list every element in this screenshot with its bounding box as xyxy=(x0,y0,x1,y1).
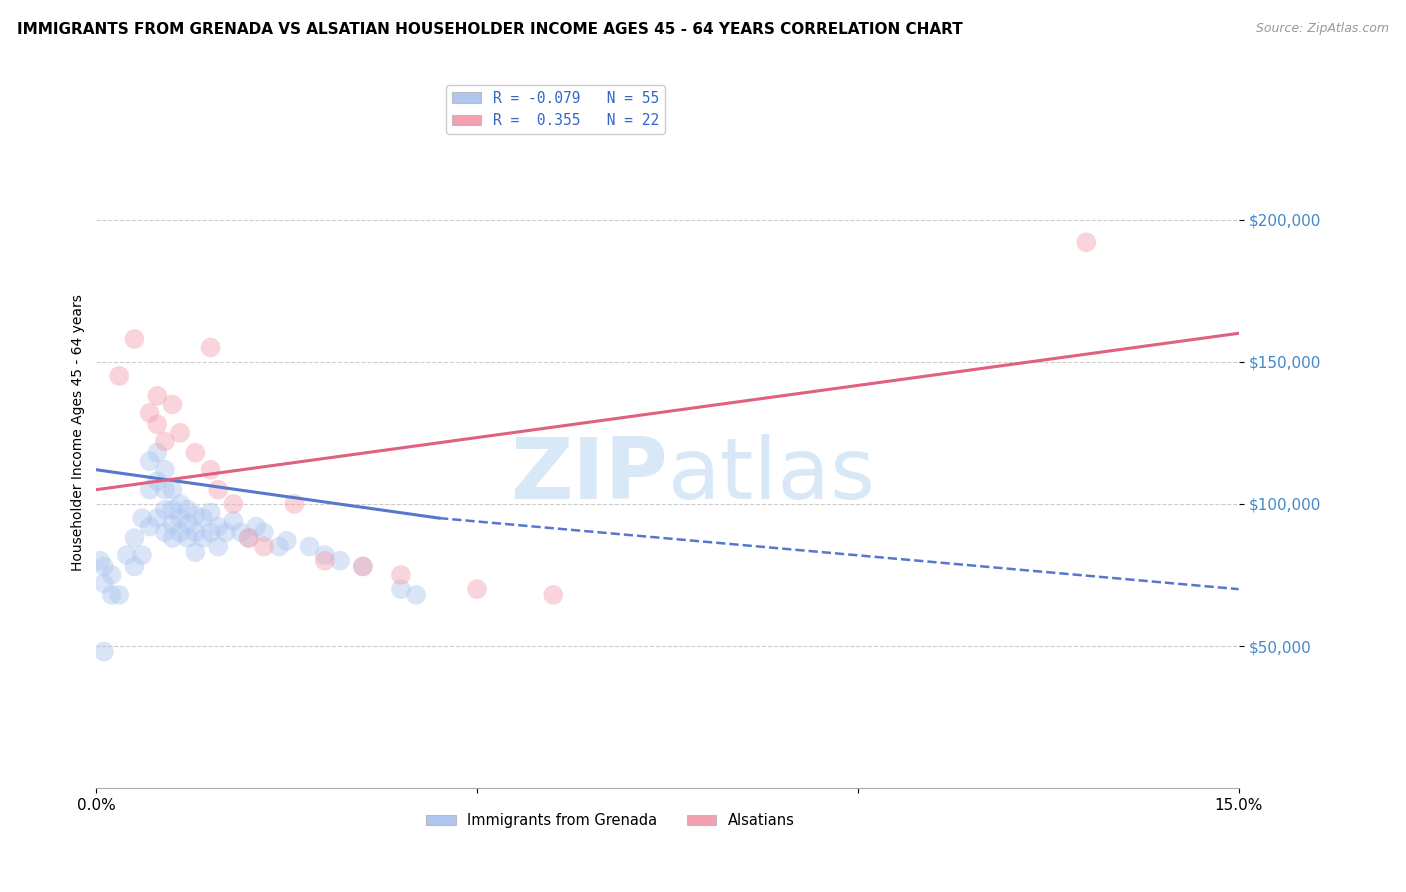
Point xyxy=(138,406,160,420)
Point xyxy=(162,483,184,497)
Point xyxy=(138,454,160,468)
Point xyxy=(146,511,169,525)
Point xyxy=(146,446,169,460)
Point xyxy=(207,540,229,554)
Point xyxy=(93,645,115,659)
Point xyxy=(184,508,207,523)
Point xyxy=(162,516,184,531)
Point xyxy=(124,531,146,545)
Point xyxy=(153,525,176,540)
Point xyxy=(162,531,184,545)
Y-axis label: Householder Income Ages 45 - 64 years: Householder Income Ages 45 - 64 years xyxy=(72,294,86,571)
Point xyxy=(162,502,184,516)
Point xyxy=(153,463,176,477)
Point xyxy=(229,525,252,540)
Point xyxy=(153,434,176,449)
Point xyxy=(215,525,238,540)
Text: IMMIGRANTS FROM GRENADA VS ALSATIAN HOUSEHOLDER INCOME AGES 45 - 64 YEARS CORREL: IMMIGRANTS FROM GRENADA VS ALSATIAN HOUS… xyxy=(17,22,963,37)
Point xyxy=(169,525,191,540)
Point xyxy=(93,576,115,591)
Point xyxy=(108,588,131,602)
Point xyxy=(162,397,184,411)
Point xyxy=(131,548,153,562)
Point xyxy=(93,559,115,574)
Point xyxy=(177,531,200,545)
Point xyxy=(222,497,245,511)
Point xyxy=(169,425,191,440)
Point xyxy=(100,588,122,602)
Point xyxy=(222,514,245,528)
Point xyxy=(138,519,160,533)
Point xyxy=(177,516,200,531)
Legend: Immigrants from Grenada, Alsatians: Immigrants from Grenada, Alsatians xyxy=(420,807,800,834)
Point xyxy=(153,483,176,497)
Point xyxy=(200,463,222,477)
Point xyxy=(245,519,267,533)
Point xyxy=(269,540,291,554)
Point xyxy=(184,545,207,559)
Point xyxy=(253,525,276,540)
Point xyxy=(124,559,146,574)
Point xyxy=(389,568,412,582)
Point xyxy=(314,554,336,568)
Point xyxy=(146,417,169,432)
Point xyxy=(253,540,276,554)
Text: Source: ZipAtlas.com: Source: ZipAtlas.com xyxy=(1256,22,1389,36)
Point xyxy=(465,582,488,597)
Point xyxy=(1076,235,1098,250)
Point xyxy=(276,533,298,548)
Point xyxy=(184,525,207,540)
Point xyxy=(352,559,374,574)
Point xyxy=(138,483,160,497)
Point xyxy=(405,588,427,602)
Point xyxy=(191,511,214,525)
Point xyxy=(146,389,169,403)
Point xyxy=(169,511,191,525)
Point xyxy=(238,531,260,545)
Point xyxy=(108,368,131,383)
Point xyxy=(153,502,176,516)
Text: atlas: atlas xyxy=(668,434,876,517)
Point xyxy=(100,568,122,582)
Point xyxy=(200,505,222,519)
Point xyxy=(283,497,305,511)
Point xyxy=(124,332,146,346)
Text: ZIP: ZIP xyxy=(510,434,668,517)
Point xyxy=(184,446,207,460)
Point xyxy=(314,548,336,562)
Point xyxy=(89,554,111,568)
Point xyxy=(200,525,222,540)
Point xyxy=(329,554,352,568)
Point xyxy=(115,548,138,562)
Point xyxy=(389,582,412,597)
Point xyxy=(146,474,169,488)
Point xyxy=(207,519,229,533)
Point xyxy=(238,531,260,545)
Point xyxy=(200,341,222,355)
Point xyxy=(191,531,214,545)
Point xyxy=(298,540,321,554)
Point xyxy=(177,502,200,516)
Point xyxy=(352,559,374,574)
Point xyxy=(541,588,564,602)
Point xyxy=(207,483,229,497)
Point xyxy=(131,511,153,525)
Point xyxy=(169,497,191,511)
